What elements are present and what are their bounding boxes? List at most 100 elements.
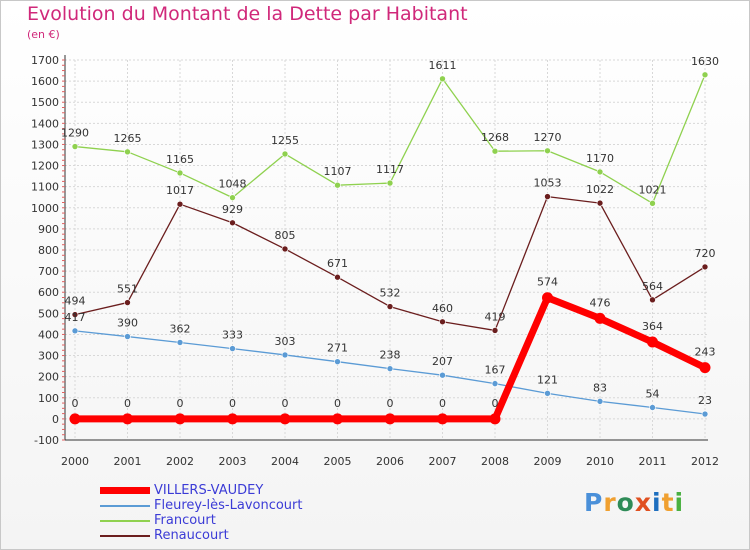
y-tick-label: 700 [38, 265, 59, 278]
data-label: 1053 [534, 177, 562, 190]
data-label: 0 [334, 397, 341, 410]
proxiti-logo: Proxiti [584, 488, 684, 517]
y-tick-label: 400 [38, 328, 59, 341]
data-label: 303 [275, 335, 296, 348]
logo-letter: P [584, 488, 604, 517]
data-label: 238 [380, 349, 401, 362]
grid-lines [65, 59, 708, 441]
data-point [334, 358, 341, 365]
data-label: 364 [642, 320, 663, 333]
data-point [439, 75, 446, 83]
data-label: 1170 [586, 152, 614, 165]
y-tick-label: -100 [34, 434, 59, 447]
logo-letter: r [603, 488, 617, 517]
data-label: 1630 [691, 55, 719, 68]
data-label: 0 [72, 397, 79, 410]
x-tick-label: 2006 [376, 455, 404, 468]
data-label: 1255 [271, 134, 299, 147]
data-point [701, 263, 709, 271]
chart-subtitle: (en €) [27, 28, 60, 41]
chart-title: Evolution du Montant de la Dette par Hab… [27, 3, 468, 25]
data-point [596, 398, 604, 405]
x-tick-label: 2011 [639, 455, 667, 468]
data-point [649, 296, 656, 304]
y-tick-label: 1400 [31, 117, 59, 130]
data-point [649, 200, 656, 207]
x-tick-label: 2003 [219, 455, 247, 468]
legend-swatch [100, 504, 150, 507]
legend-item: VILLERS-VAUDEY [100, 483, 303, 498]
data-point [596, 199, 604, 207]
data-label: 0 [177, 397, 184, 410]
data-label: 333 [222, 329, 243, 342]
data-label: 476 [590, 296, 611, 309]
data-point [334, 273, 341, 281]
data-point [544, 193, 551, 200]
data-point [647, 336, 658, 348]
y-tick-label: 600 [38, 286, 59, 299]
data-label: 1017 [166, 184, 194, 197]
data-point [384, 413, 396, 425]
data-label: 1165 [166, 153, 194, 166]
data-label: 23 [698, 394, 712, 407]
data-point [439, 371, 446, 379]
y-tick-label: 900 [38, 223, 59, 236]
data-label: 1611 [429, 59, 457, 72]
data-label: 720 [695, 247, 716, 260]
x-tick-label: 2010 [586, 455, 614, 468]
legend-swatch [100, 534, 150, 537]
y-tick-label: 0 [52, 413, 59, 426]
data-label: 1268 [481, 131, 509, 144]
x-tick-label: 2000 [61, 455, 89, 468]
y-tick-label: 500 [38, 307, 59, 320]
logo-letter: t [661, 488, 675, 517]
data-point [229, 194, 236, 201]
y-tick-label: 1300 [31, 138, 59, 151]
data-label: 271 [327, 342, 348, 355]
legend: VILLERS-VAUDEY Fleurey-lès-Lavoncourt Fran… [100, 483, 303, 543]
data-label: 1290 [61, 127, 89, 140]
data-point [649, 404, 656, 411]
data-point [281, 351, 289, 359]
legend-swatch [100, 487, 150, 494]
y-tick-label: 1600 [31, 75, 59, 88]
x-tick-label: 2008 [481, 455, 509, 468]
data-labels: 494 551 1017 929 805 671 532 460 419 1053 1022 564 7… [61, 55, 719, 410]
x-tick-label: 2002 [166, 455, 194, 468]
data-label: 417 [65, 311, 86, 324]
y-tick-label: 1700 [31, 54, 59, 67]
legend-label: VILLERS-VAUDEY [154, 483, 264, 498]
data-point [544, 147, 551, 155]
data-label: 1270 [534, 131, 562, 144]
data-label: 390 [117, 317, 138, 330]
y-tick-label: 1500 [31, 96, 59, 109]
data-label: 0 [124, 397, 131, 410]
logo-letter: o [616, 488, 635, 517]
data-label: 551 [117, 283, 138, 296]
data-label: 1048 [219, 178, 247, 191]
y-tick-label: 1100 [31, 181, 59, 194]
data-point [281, 150, 289, 158]
x-tick-label: 2009 [534, 455, 562, 468]
data-point [124, 333, 131, 340]
data-label: 83 [593, 381, 607, 394]
data-point [332, 413, 343, 425]
data-label: 362 [170, 322, 191, 335]
data-label: 1117 [376, 163, 404, 176]
x-tick-label: 2007 [429, 455, 457, 468]
data-label: 207 [432, 355, 453, 368]
data-point [439, 318, 446, 326]
data-label: 671 [327, 257, 348, 270]
data-label: 564 [642, 280, 663, 293]
y-tick-label: 1000 [31, 202, 59, 215]
data-point [491, 147, 499, 155]
data-point [71, 327, 79, 335]
data-point [594, 312, 606, 324]
data-label: 460 [432, 302, 453, 315]
data-point [542, 292, 553, 304]
data-point [281, 245, 289, 253]
data-label: 1265 [114, 132, 142, 145]
series-lines [69, 71, 711, 425]
data-point [176, 200, 184, 208]
